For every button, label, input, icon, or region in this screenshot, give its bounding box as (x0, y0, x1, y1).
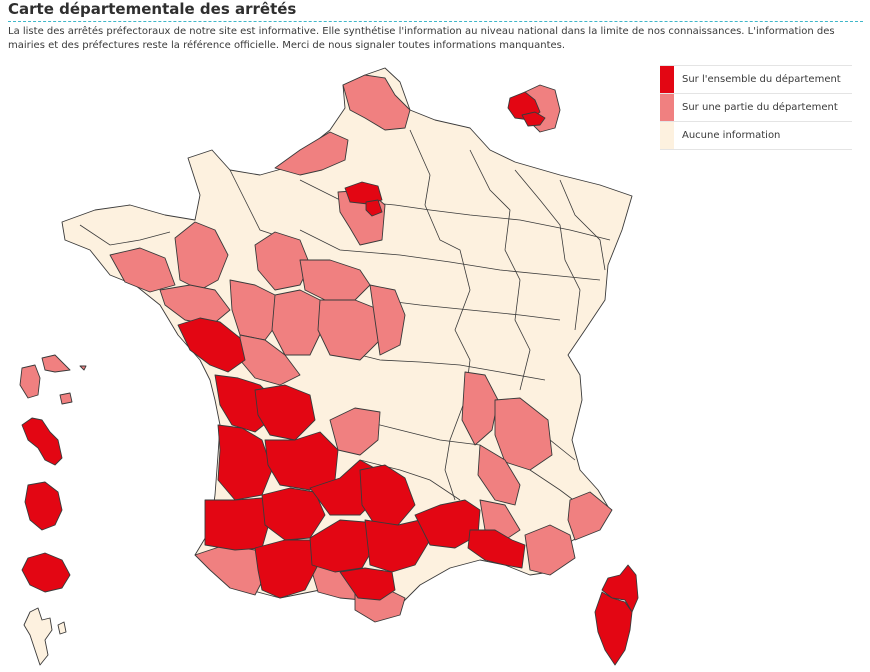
map-legend: Sur l'ensemble du département Sur une pa… (660, 65, 852, 150)
legend-item-partial[interactable]: Sur une partie du département (660, 94, 852, 122)
mayotte (23, 607, 67, 666)
legend-label-partial: Sur une partie du département (682, 102, 838, 113)
legend-swatch-none (660, 122, 674, 149)
departments-full[interactable] (177, 181, 526, 601)
legend-item-full[interactable]: Sur l'ensemble du département (660, 65, 852, 94)
legend-swatch-partial (660, 94, 674, 121)
reunion (21, 552, 71, 593)
martinique (21, 417, 63, 466)
ile-de-france-inset[interactable] (507, 84, 561, 133)
guadeloupe (19, 354, 87, 405)
departments-partial[interactable] (109, 74, 613, 623)
guyane (24, 481, 63, 531)
corsica[interactable] (594, 564, 639, 666)
page-title: Carte départementale des arrêtés (8, 0, 863, 22)
legend-swatch-full (660, 66, 674, 93)
legend-label-full: Sur l'ensemble du département (682, 74, 841, 85)
legend-item-none[interactable]: Aucune information (660, 122, 852, 150)
intro-text: La liste des arrêtés préfectoraux de not… (8, 26, 835, 51)
department-borders (79, 129, 611, 506)
overseas-territories[interactable] (19, 354, 87, 666)
legend-label-none: Aucune information (682, 130, 781, 141)
